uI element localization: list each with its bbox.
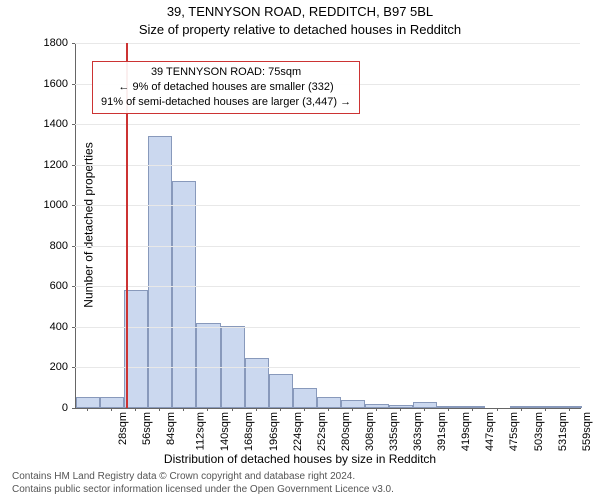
- gridline: [75, 205, 580, 206]
- gridline: [75, 43, 580, 44]
- info-box-line: 91% of semi-detached houses are larger (…: [101, 95, 351, 110]
- y-tick-mark: [72, 165, 75, 166]
- x-tick-label: 56sqm: [141, 412, 153, 445]
- footer-line: Contains HM Land Registry data © Crown c…: [12, 471, 394, 484]
- y-tick-label: 400: [50, 321, 68, 333]
- y-tick-label: 1400: [44, 118, 68, 130]
- x-tick-mark: [328, 408, 329, 411]
- x-tick-mark: [497, 408, 498, 411]
- x-tick-mark: [111, 408, 112, 411]
- histogram-bar: [196, 323, 220, 408]
- histogram-bar: [269, 374, 293, 408]
- histogram-bar: [317, 397, 341, 408]
- y-tick-mark: [72, 205, 75, 206]
- footer-attribution: Contains HM Land Registry data © Crown c…: [12, 471, 394, 496]
- x-tick-label: 475sqm: [509, 412, 521, 451]
- x-tick-mark: [376, 408, 377, 411]
- y-tick-label: 800: [50, 240, 68, 252]
- gridline: [75, 286, 580, 287]
- y-tick-label: 1600: [44, 78, 68, 90]
- gridline: [75, 165, 580, 166]
- x-tick-label: 280sqm: [340, 412, 352, 451]
- x-tick-mark: [135, 408, 136, 411]
- y-tick-label: 200: [50, 361, 68, 373]
- gridline: [75, 367, 580, 368]
- x-tick-label: 419sqm: [460, 412, 472, 451]
- info-box-line: 39 TENNYSON ROAD: 75sqm: [101, 65, 351, 80]
- x-tick-mark: [472, 408, 473, 411]
- x-tick-mark: [159, 408, 160, 411]
- y-tick-mark: [72, 124, 75, 125]
- x-tick-mark: [569, 408, 570, 411]
- x-tick-mark: [87, 408, 88, 411]
- y-tick-label: 1000: [44, 199, 68, 211]
- x-tick-mark: [304, 408, 305, 411]
- x-tick-mark: [424, 408, 425, 411]
- histogram-bar: [172, 181, 196, 408]
- x-tick-mark: [545, 408, 546, 411]
- histogram-bar: [437, 406, 461, 408]
- x-tick-label: 168sqm: [244, 412, 256, 451]
- x-tick-mark: [232, 408, 233, 411]
- x-tick-mark: [183, 408, 184, 411]
- y-tick-mark: [72, 84, 75, 85]
- gridline: [75, 124, 580, 125]
- x-tick-label: 28sqm: [117, 412, 129, 445]
- x-tick-label: 447sqm: [485, 412, 497, 451]
- x-tick-label: 559sqm: [581, 412, 593, 451]
- property-info-box: 39 TENNYSON ROAD: 75sqm← 9% of detached …: [92, 61, 360, 114]
- x-axis-label: Distribution of detached houses by size …: [0, 452, 600, 466]
- x-tick-mark: [352, 408, 353, 411]
- x-tick-label: 112sqm: [195, 412, 207, 450]
- histogram-bar: [341, 400, 365, 408]
- x-tick-mark: [256, 408, 257, 411]
- histogram-bar: [293, 388, 317, 408]
- x-tick-mark: [521, 408, 522, 411]
- x-tick-mark: [280, 408, 281, 411]
- chart-title-sub: Size of property relative to detached ho…: [0, 22, 600, 37]
- y-tick-mark: [72, 408, 75, 409]
- x-tick-label: 224sqm: [292, 412, 304, 451]
- gridline: [75, 246, 580, 247]
- x-tick-label: 252sqm: [316, 412, 328, 451]
- histogram-bar: [76, 397, 100, 408]
- chart-title-main: 39, TENNYSON ROAD, REDDITCH, B97 5BL: [0, 4, 600, 19]
- x-tick-label: 391sqm: [436, 412, 448, 451]
- histogram-bar: [365, 404, 389, 408]
- x-tick-label: 140sqm: [220, 412, 232, 451]
- histogram-bar: [100, 397, 124, 408]
- y-tick-mark: [72, 367, 75, 368]
- x-tick-label: 84sqm: [165, 412, 177, 445]
- x-tick-label: 531sqm: [557, 412, 569, 451]
- x-tick-label: 196sqm: [268, 412, 280, 451]
- x-tick-label: 363sqm: [412, 412, 424, 451]
- y-tick-label: 0: [62, 402, 68, 414]
- y-tick-mark: [72, 327, 75, 328]
- y-tick-mark: [72, 43, 75, 44]
- histogram-bar: [510, 406, 534, 408]
- gridline: [75, 327, 580, 328]
- x-tick-mark: [207, 408, 208, 411]
- y-tick-mark: [72, 246, 75, 247]
- x-tick-mark: [448, 408, 449, 411]
- y-tick-label: 1800: [44, 37, 68, 49]
- info-box-line: ← 9% of detached houses are smaller (332…: [101, 80, 351, 95]
- x-tick-mark: [400, 408, 401, 411]
- x-tick-label: 335sqm: [388, 412, 400, 451]
- y-tick-label: 1200: [44, 159, 68, 171]
- y-tick-mark: [72, 286, 75, 287]
- footer-line: Contains public sector information licen…: [12, 484, 394, 497]
- histogram-bar: [245, 358, 269, 408]
- x-tick-label: 308sqm: [364, 412, 376, 451]
- x-tick-label: 503sqm: [533, 412, 545, 451]
- y-tick-label: 600: [50, 280, 68, 292]
